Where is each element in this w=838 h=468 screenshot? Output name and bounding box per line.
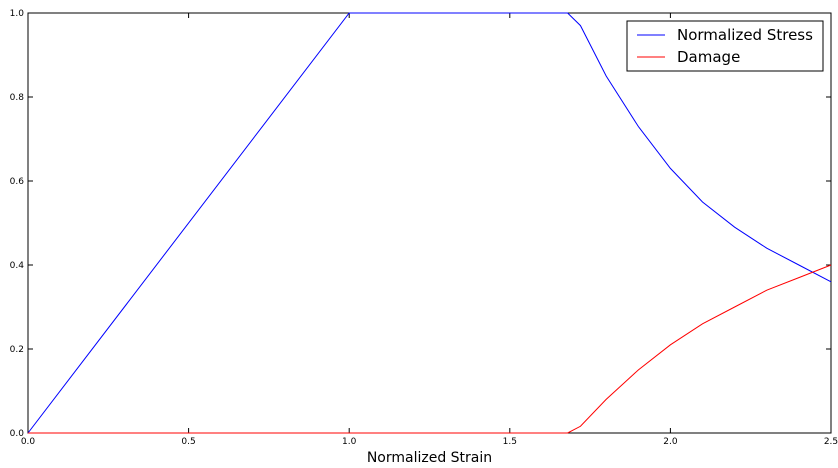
x-tick-label: 2.0	[663, 437, 678, 447]
y-tick-label: 1.0	[10, 9, 25, 19]
x-axis-label: Normalized Strain	[367, 450, 492, 466]
series-line-normalized-stress	[27, 12, 832, 434]
y-tick-label: 0.8	[10, 93, 25, 103]
y-tick-label: 0.0	[10, 429, 25, 439]
x-tick-label: 0.0	[21, 437, 36, 447]
y-tick-label: 0.2	[10, 345, 24, 355]
series-line-damage	[28, 264, 832, 434]
x-tick-label: 1.0	[342, 437, 357, 447]
y-tick-label: 0.6	[10, 177, 25, 187]
legend: Normalized Stress Damage	[626, 20, 824, 72]
x-tick-label: 0.5	[181, 437, 195, 447]
x-tick-label: 2.5	[824, 437, 838, 447]
plot-frame	[27, 12, 832, 434]
y-tick-label: 0.4	[10, 261, 25, 271]
legend-entry-label: Damage	[677, 48, 740, 66]
plot-area: 0.0 0.5 1.0 1.5 2.0 2.5 0.0 0.2 0.4 0.6 0.8 1.0	[10, 9, 838, 447]
legend-box	[626, 20, 824, 72]
x-tick-label: 1.5	[503, 437, 517, 447]
y-axis-ticks: 0.0 0.2 0.4 0.6 0.8 1.0	[10, 9, 831, 439]
series-lines	[27, 12, 832, 434]
x-axis-ticks: 0.0 0.5 1.0 1.5 2.0 2.5	[21, 13, 838, 447]
legend-entry-label: Normalized Stress	[677, 26, 813, 44]
